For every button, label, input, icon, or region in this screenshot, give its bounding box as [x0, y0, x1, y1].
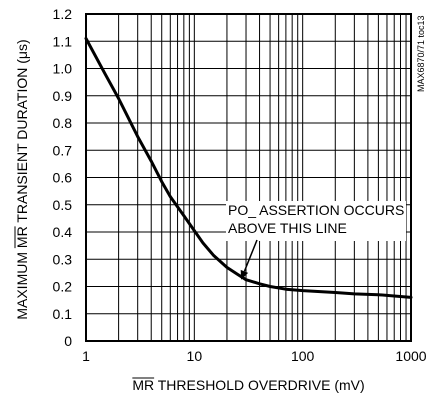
- x-axis-title-overbar-part: MR: [132, 377, 154, 393]
- y-tick-label: 0.8: [53, 115, 73, 131]
- x-tick-label: 1: [82, 348, 90, 364]
- y-tick-label: 0.2: [53, 279, 73, 295]
- annotation-line-2: ABOVE THIS LINE: [228, 220, 347, 236]
- y-tick-label: 0.5: [53, 197, 73, 213]
- y-axis-title-prefix: MAXIMUM: [14, 248, 30, 320]
- gridlines: [85, 13, 411, 342]
- y-axis-title-suffix: TRANSIENT DURATION (μs): [14, 39, 30, 226]
- y-tick-label: 0.4: [53, 224, 73, 240]
- x-tick-label: 10: [187, 348, 203, 364]
- y-tick-label: 1.2: [53, 6, 73, 22]
- x-tick-label: 1000: [395, 348, 426, 364]
- y-tick-label: 0.7: [53, 142, 73, 158]
- y-tick-label: 1.1: [53, 33, 73, 49]
- y-tick-label: 0.6: [53, 170, 73, 186]
- x-tick-labels: 1 10 100 1000: [82, 348, 427, 364]
- y-tick-label: 0: [64, 333, 72, 349]
- figure-id-label: MAX6870/71 toc13: [416, 15, 426, 92]
- y-tick-label: 0.1: [53, 306, 73, 322]
- x-axis-title-rest: THRESHOLD OVERDRIVE (mV): [154, 377, 365, 393]
- y-tick-labels: 0 0.1 0.2 0.3 0.4 0.5 0.6 0.7 0.8 0.9 1.0 1.1 1.2: [53, 6, 73, 349]
- y-tick-label: 0.9: [53, 88, 73, 104]
- annotation-arrow: [243, 239, 258, 272]
- y-axis-title-overbar-part: MR: [14, 226, 30, 248]
- y-axis-title: MAXIMUM MR TRANSIENT DURATION (μs): [14, 39, 30, 319]
- y-tick-label: 0.3: [53, 251, 73, 267]
- series-layer: [84, 37, 413, 299]
- annotation-line-1: PO_ ASSERTION OCCURS: [228, 202, 404, 218]
- plot-area-frame: [85, 13, 412, 342]
- series-line: [84, 37, 413, 299]
- x-tick-label: 100: [291, 348, 315, 364]
- y-tick-label: 1.0: [53, 61, 73, 77]
- annotation-background: [226, 201, 406, 241]
- annotation-arrowhead: [240, 269, 249, 280]
- x-axis-title: MR THRESHOLD OVERDRIVE (mV): [132, 377, 364, 393]
